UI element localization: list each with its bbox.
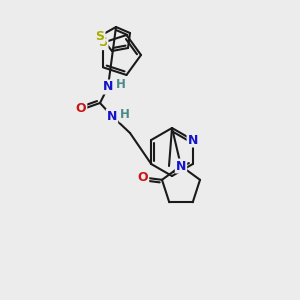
Text: S: S: [95, 29, 104, 43]
Text: H: H: [120, 109, 130, 122]
Text: H: H: [116, 79, 126, 92]
Text: N: N: [188, 134, 198, 146]
Text: S: S: [98, 36, 107, 49]
Text: N: N: [176, 160, 186, 172]
Text: N: N: [107, 110, 117, 122]
Text: O: O: [76, 103, 86, 116]
Text: O: O: [138, 171, 148, 184]
Text: N: N: [103, 80, 113, 94]
